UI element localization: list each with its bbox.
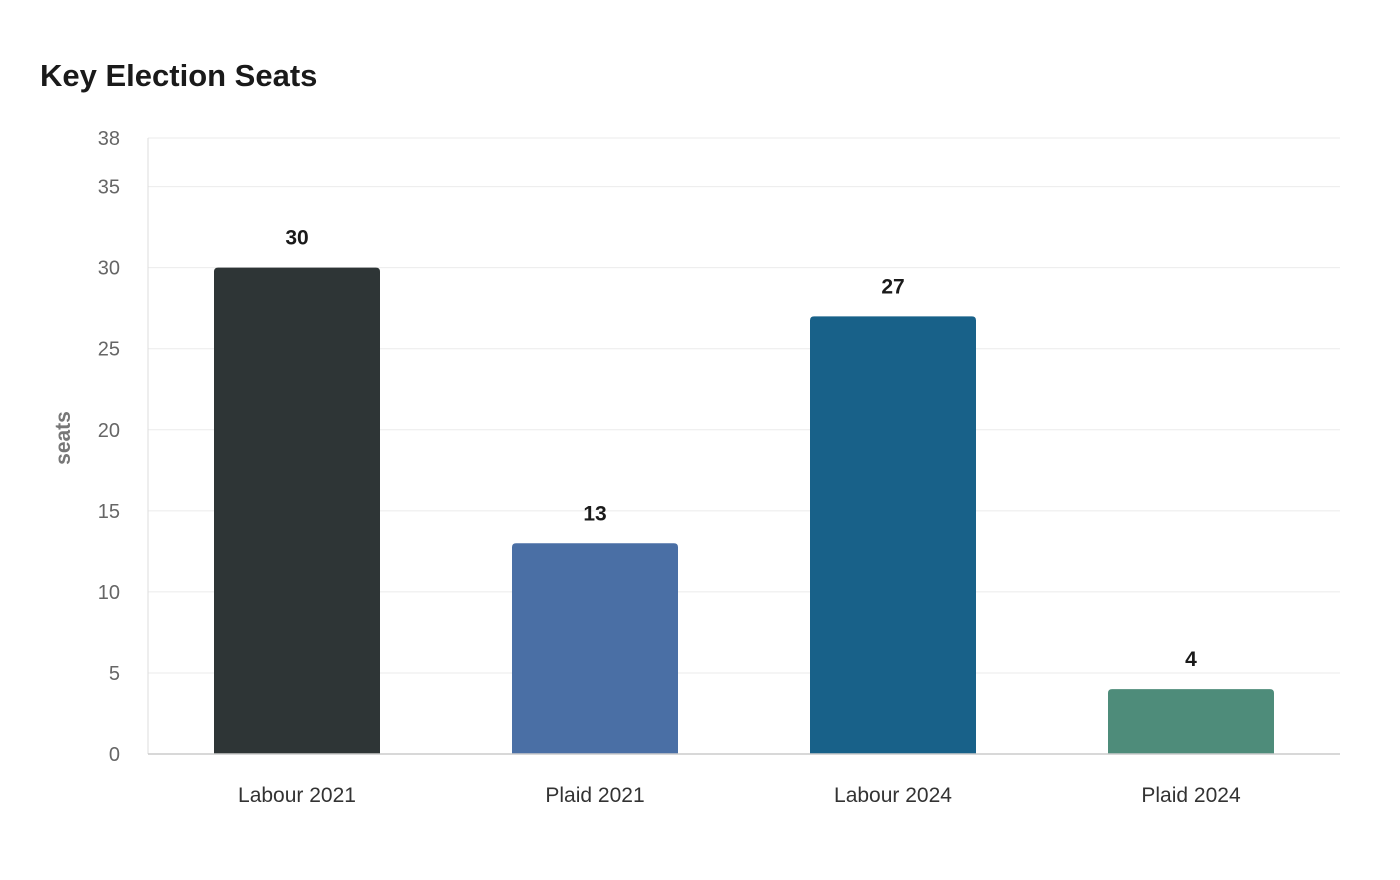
x-category-label: Labour 2021 [238, 784, 356, 807]
y-tick-label: 30 [98, 258, 120, 280]
y-axis-title: seats [52, 411, 75, 465]
y-axis-ticks: 0 5 10 15 20 25 30 35 38 [98, 128, 120, 766]
bar-labour-2021 [214, 267, 380, 754]
chart-title: Key Election Seats [40, 58, 318, 93]
data-label: 30 [285, 227, 308, 250]
y-tick-label: 10 [98, 582, 120, 604]
y-tick-label: 35 [98, 177, 120, 199]
data-labels: 30 13 27 4 [285, 227, 1197, 671]
data-label: 27 [881, 275, 904, 298]
bar-plaid-2021 [512, 543, 678, 754]
x-axis-categories: Labour 2021 Plaid 2021 Labour 2024 Plaid 20… [238, 784, 1241, 807]
bar-labour-2024 [810, 316, 976, 754]
data-label: 13 [583, 502, 606, 525]
y-tick-label: 15 [98, 501, 120, 523]
bar-plaid-2024 [1108, 689, 1274, 754]
y-tick-label: 20 [98, 420, 120, 442]
x-category-label: Plaid 2021 [545, 784, 644, 807]
y-tick-label: 25 [98, 339, 120, 361]
x-category-label: Labour 2024 [834, 784, 952, 807]
x-category-label: Plaid 2024 [1141, 784, 1241, 807]
bars [214, 267, 1274, 754]
y-tick-label: 38 [98, 128, 120, 150]
data-label: 4 [1185, 648, 1197, 671]
y-tick-label: 5 [109, 663, 120, 685]
y-tick-label: 0 [109, 744, 120, 766]
